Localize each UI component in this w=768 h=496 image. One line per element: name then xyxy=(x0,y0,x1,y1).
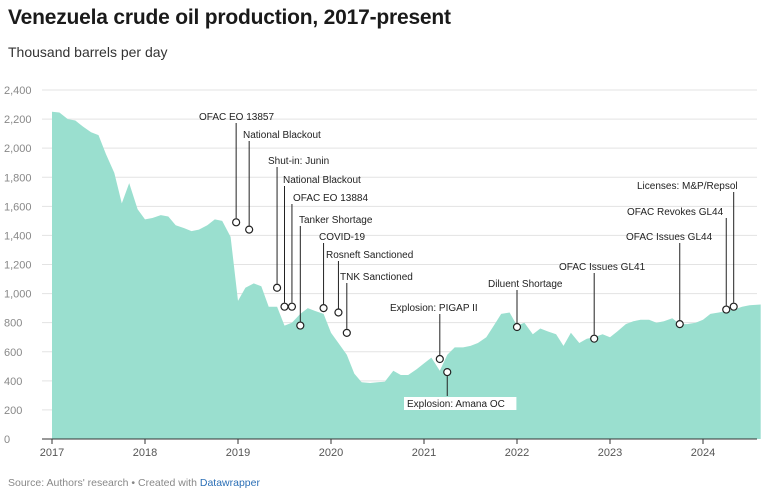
annotation-marker xyxy=(319,304,328,313)
y-tick-label: 2,200 xyxy=(4,114,32,126)
y-tick-label: 800 xyxy=(4,318,22,330)
x-tick-label: 2023 xyxy=(598,447,622,459)
source-text: Source: Authors' research • Created with xyxy=(8,477,200,489)
x-tick-label: 2024 xyxy=(691,447,715,459)
x-tick-label: 2020 xyxy=(319,447,343,459)
annotation-label: Diluent Shortage xyxy=(488,279,563,290)
annotation-label: National Blackout xyxy=(283,175,361,186)
annotation-marker xyxy=(287,302,297,311)
x-tick-label: 2018 xyxy=(133,447,157,459)
y-tick-label: 1,200 xyxy=(4,260,32,272)
area-layer xyxy=(52,111,761,440)
y-tick-label: 400 xyxy=(4,376,22,388)
y-tick-label: 1,800 xyxy=(4,172,32,184)
y-tick-label: 600 xyxy=(4,347,22,359)
annotation-marker xyxy=(280,302,289,311)
annotation-marker xyxy=(590,334,599,343)
annotation-label: Explosion: PIGAP II xyxy=(390,303,478,314)
datawrapper-link[interactable]: Datawrapper xyxy=(199,477,260,489)
annotation-marker xyxy=(722,305,731,314)
annotation-marker xyxy=(342,328,351,337)
annotation-label: OFAC EO 13884 xyxy=(293,193,368,204)
axis-layer: 0 200 400 600 800 1,000 1,200 1,400 1,600 1,800 2,… xyxy=(4,85,757,459)
annotation-marker xyxy=(245,225,254,234)
annotation-marker xyxy=(435,354,444,364)
annotation-marker xyxy=(334,308,343,317)
chart-subtitle: Thousand barrels per day xyxy=(8,44,168,60)
x-tick-label: 2019 xyxy=(226,447,250,459)
annotation-marker xyxy=(232,218,241,227)
y-tick-label: 2,400 xyxy=(4,85,32,97)
annotation-label: COVID-19 xyxy=(319,232,366,243)
annotation-marker xyxy=(675,320,684,329)
annotation-label: OFAC Issues GL41 xyxy=(559,262,646,273)
annotation-marker xyxy=(729,302,738,311)
y-tick-label: 2,000 xyxy=(4,143,32,155)
annotation-label: OFAC EO 13857 xyxy=(199,112,274,123)
x-tick-label: 2017 xyxy=(40,447,64,459)
chart-title: Venezuela crude oil production, 2017-pre… xyxy=(8,6,451,29)
y-tick-label: 0 xyxy=(4,434,10,446)
annotation-label-bg xyxy=(404,397,517,410)
annotation-label: OFAC Revokes GL44 xyxy=(627,207,724,218)
y-tick-label: 1,000 xyxy=(4,289,32,301)
chart-canvas: 0 200 400 600 800 1,000 1,200 1,400 1,600 1,800 2,… xyxy=(4,85,761,459)
annotation-marker xyxy=(296,321,305,330)
annotation-label: Tanker Shortage xyxy=(299,215,373,226)
annotation-label: Licenses: M&P/Repsol xyxy=(637,181,738,192)
annotation-label: Rosneft Sanctioned xyxy=(326,250,413,261)
footer: Source: Authors' research • Created with… xyxy=(8,477,260,489)
production-area xyxy=(52,111,761,440)
annotation-label: National Blackout xyxy=(243,130,321,141)
x-tick-label: 2021 xyxy=(412,447,436,459)
annotation-marker xyxy=(443,368,452,377)
annotation-label: Explosion: Amana OC xyxy=(407,399,505,410)
y-tick-label: 1,600 xyxy=(4,201,32,213)
annotation-marker xyxy=(512,322,522,332)
annotation-layer: OFAC EO 13857 National Blackout Shut-in: J… xyxy=(199,112,738,410)
y-tick-label: 200 xyxy=(4,405,22,417)
annotation-label: TNK Sanctioned xyxy=(340,272,413,283)
y-tick-label: 1,400 xyxy=(4,230,32,242)
annotation-label: Shut-in: Junin xyxy=(268,156,329,167)
x-tick-label: 2022 xyxy=(505,447,529,459)
annotation-label: OFAC Issues GL44 xyxy=(626,232,713,243)
annotation-marker xyxy=(272,283,282,292)
